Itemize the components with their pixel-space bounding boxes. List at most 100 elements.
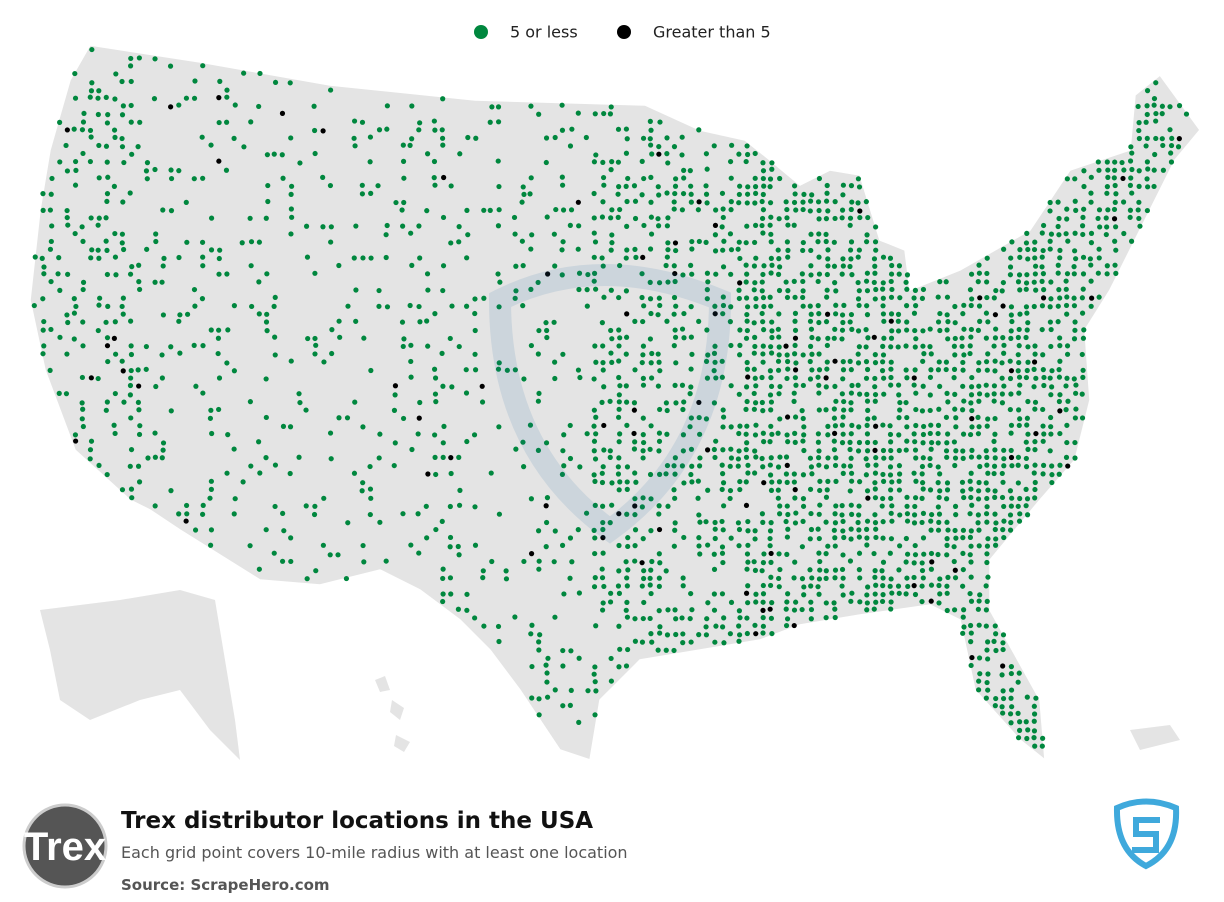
location-dot [880,575,886,581]
location-dot [649,558,655,565]
location-dot [1079,351,1085,358]
location-dot [999,400,1006,406]
location-dot [816,231,822,237]
location-dot [687,391,693,397]
location-dot [327,182,334,189]
location-dot [1032,743,1038,749]
location-dot [617,206,623,213]
location-dot [832,423,839,429]
location-dot [512,295,518,301]
location-dot [304,576,310,582]
location-dot [408,374,414,380]
location-dot [848,206,854,213]
location-dot [665,240,671,246]
location-dot [968,630,974,636]
location-dot [703,239,709,245]
location-dot [183,518,189,524]
location-dot [743,158,749,165]
location-dot [520,263,526,269]
location-dot [591,423,597,429]
location-dot [897,399,903,406]
location-dot [903,367,909,373]
location-dot [632,558,638,564]
location-dot [903,591,909,597]
location-dot [672,455,678,461]
location-dot [888,382,894,388]
location-dot [96,255,102,261]
location-dot [664,318,670,324]
location-dot [607,111,614,117]
location-dot [607,599,614,605]
location-dot [983,359,990,365]
location-dot [335,552,341,558]
location-dot [128,318,134,324]
location-dot [967,511,973,517]
location-dot [1073,256,1079,262]
location-dot [1007,375,1014,382]
location-dot [857,214,863,221]
location-dot [440,598,446,605]
location-dot [368,190,374,196]
location-dot [809,351,815,357]
location-dot [975,367,982,373]
location-dot [928,518,934,524]
location-dot [1160,167,1166,173]
location-dot [199,239,206,245]
location-dot [840,263,846,269]
location-dot [784,503,790,509]
location-dot [1064,422,1070,428]
location-dot [464,255,470,261]
location-dot [279,558,286,564]
location-dot [825,423,831,429]
location-dot [872,591,878,597]
location-dot [96,462,102,469]
location-dot [623,126,630,132]
location-dot [823,216,830,222]
location-dot [776,391,782,397]
location-dot [855,382,861,388]
location-dot [297,399,303,406]
location-dot [840,359,846,365]
location-dot [649,350,655,357]
location-dot [872,375,878,382]
location-dot [680,432,687,438]
location-dot [103,215,109,221]
location-dot [1176,136,1182,142]
location-dot [761,183,767,189]
location-dot [920,440,926,446]
location-dot [144,160,151,166]
location-dot [224,271,230,277]
location-dot [904,424,910,430]
location-dot [616,358,622,364]
location-dot [737,423,743,429]
location-dot [912,495,919,501]
location-dot [31,302,37,309]
location-dot [1000,479,1006,485]
location-dot [888,311,895,317]
location-dot [873,534,879,541]
location-dot [736,638,742,644]
location-dot [920,343,926,349]
location-dot [609,359,615,366]
location-dot [1047,375,1053,381]
location-dot [1039,743,1045,749]
location-dot [903,303,910,309]
location-dot [1169,135,1175,142]
location-dot [768,519,774,526]
location-dot [599,399,605,405]
location-dot [215,350,221,357]
location-dot [977,295,983,301]
location-dot [856,302,862,309]
location-dot [887,583,893,589]
location-dot [351,118,358,124]
location-dot [192,78,198,84]
location-dot [992,312,999,318]
location-dot [1104,184,1110,190]
location-dot [769,160,775,166]
location-dot [944,454,950,460]
location-dot [832,462,839,469]
location-dot [936,582,942,589]
location-dot [1079,391,1085,397]
location-dot [127,271,134,277]
location-dot [1031,303,1037,310]
